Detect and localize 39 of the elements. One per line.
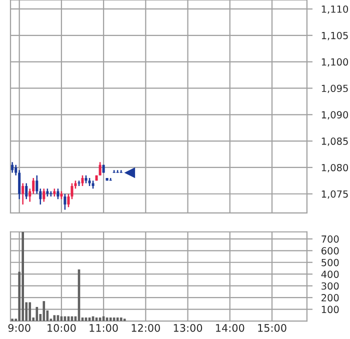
x-tick-label: 10:00 <box>48 324 76 332</box>
y-tick-label: 1,075 <box>322 190 348 199</box>
y-tick-label: 1,100 <box>322 58 348 67</box>
bar <box>22 232 24 322</box>
bar <box>120 318 122 322</box>
bar <box>123 318 126 322</box>
y-tick-label: 1,105 <box>322 32 348 40</box>
candlestick <box>22 182 24 206</box>
candlestick <box>64 193 66 210</box>
x-tick-label: 12:00 <box>132 324 160 332</box>
candlestick <box>81 174 84 187</box>
x-tick-label: 14:00 <box>216 324 244 332</box>
y-tick-label: 1,110 <box>322 5 348 14</box>
bar <box>42 301 46 322</box>
y-tick-label: 1,085 <box>322 138 348 146</box>
y-tick-label: 1,080 <box>322 164 348 172</box>
y-tick-label: 400 <box>321 270 339 278</box>
candlestick <box>25 182 28 200</box>
x-tick-label: 9:00 <box>8 324 30 332</box>
candlestick <box>56 188 60 200</box>
y-tick-label: 1,090 <box>322 111 348 120</box>
candlestick <box>98 162 102 176</box>
bar <box>36 306 38 322</box>
y-tick-label: 300 <box>322 282 339 290</box>
x-tick-label: 13:00 <box>174 324 202 332</box>
bar <box>11 318 14 322</box>
y-tick-label: 1,095 <box>322 84 348 94</box>
y-tick-label: 700 <box>322 235 339 243</box>
candlestick <box>11 162 14 174</box>
candlestick <box>42 188 46 202</box>
y-tick-label: 200 <box>322 294 339 302</box>
y-tick-label: 100 <box>322 306 339 314</box>
candlestick <box>18 169 21 200</box>
x-tick-label: 15:00 <box>258 324 286 332</box>
x-tick-label: 11:00 <box>90 324 118 332</box>
bar <box>28 302 32 322</box>
y-tick-label: 500 <box>322 258 339 266</box>
bar <box>109 318 112 322</box>
y-tick-label: 600 <box>322 247 339 254</box>
